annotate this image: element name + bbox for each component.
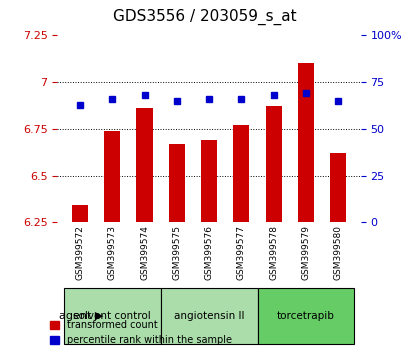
Text: GSM399575: GSM399575: [172, 225, 181, 280]
Bar: [265, 107, 281, 222]
Bar: [136, 108, 152, 222]
Text: solvent control: solvent control: [73, 311, 151, 321]
Text: GSM399573: GSM399573: [108, 225, 117, 280]
FancyBboxPatch shape: [64, 288, 160, 344]
Text: angiotensin II: angiotensin II: [173, 311, 244, 321]
Bar: [169, 144, 184, 222]
FancyBboxPatch shape: [160, 288, 257, 344]
FancyBboxPatch shape: [257, 288, 353, 344]
Text: GSM399574: GSM399574: [140, 225, 149, 280]
Text: GSM399578: GSM399578: [268, 225, 277, 280]
Text: GSM399577: GSM399577: [236, 225, 245, 280]
Text: GSM399572: GSM399572: [75, 225, 84, 280]
Bar: [104, 131, 120, 222]
Bar: [72, 205, 88, 222]
Text: GDS3556 / 203059_s_at: GDS3556 / 203059_s_at: [113, 8, 296, 25]
Bar: [233, 125, 249, 222]
Text: GSM399580: GSM399580: [333, 225, 342, 280]
Text: GSM399579: GSM399579: [301, 225, 310, 280]
Bar: [297, 63, 313, 222]
Text: torcetrapib: torcetrapib: [276, 311, 334, 321]
Text: agent ▶: agent ▶: [59, 311, 103, 321]
Text: GSM399576: GSM399576: [204, 225, 213, 280]
Legend: transformed count, percentile rank within the sample: transformed count, percentile rank withi…: [46, 316, 236, 349]
Bar: [329, 153, 346, 222]
Bar: [200, 140, 217, 222]
